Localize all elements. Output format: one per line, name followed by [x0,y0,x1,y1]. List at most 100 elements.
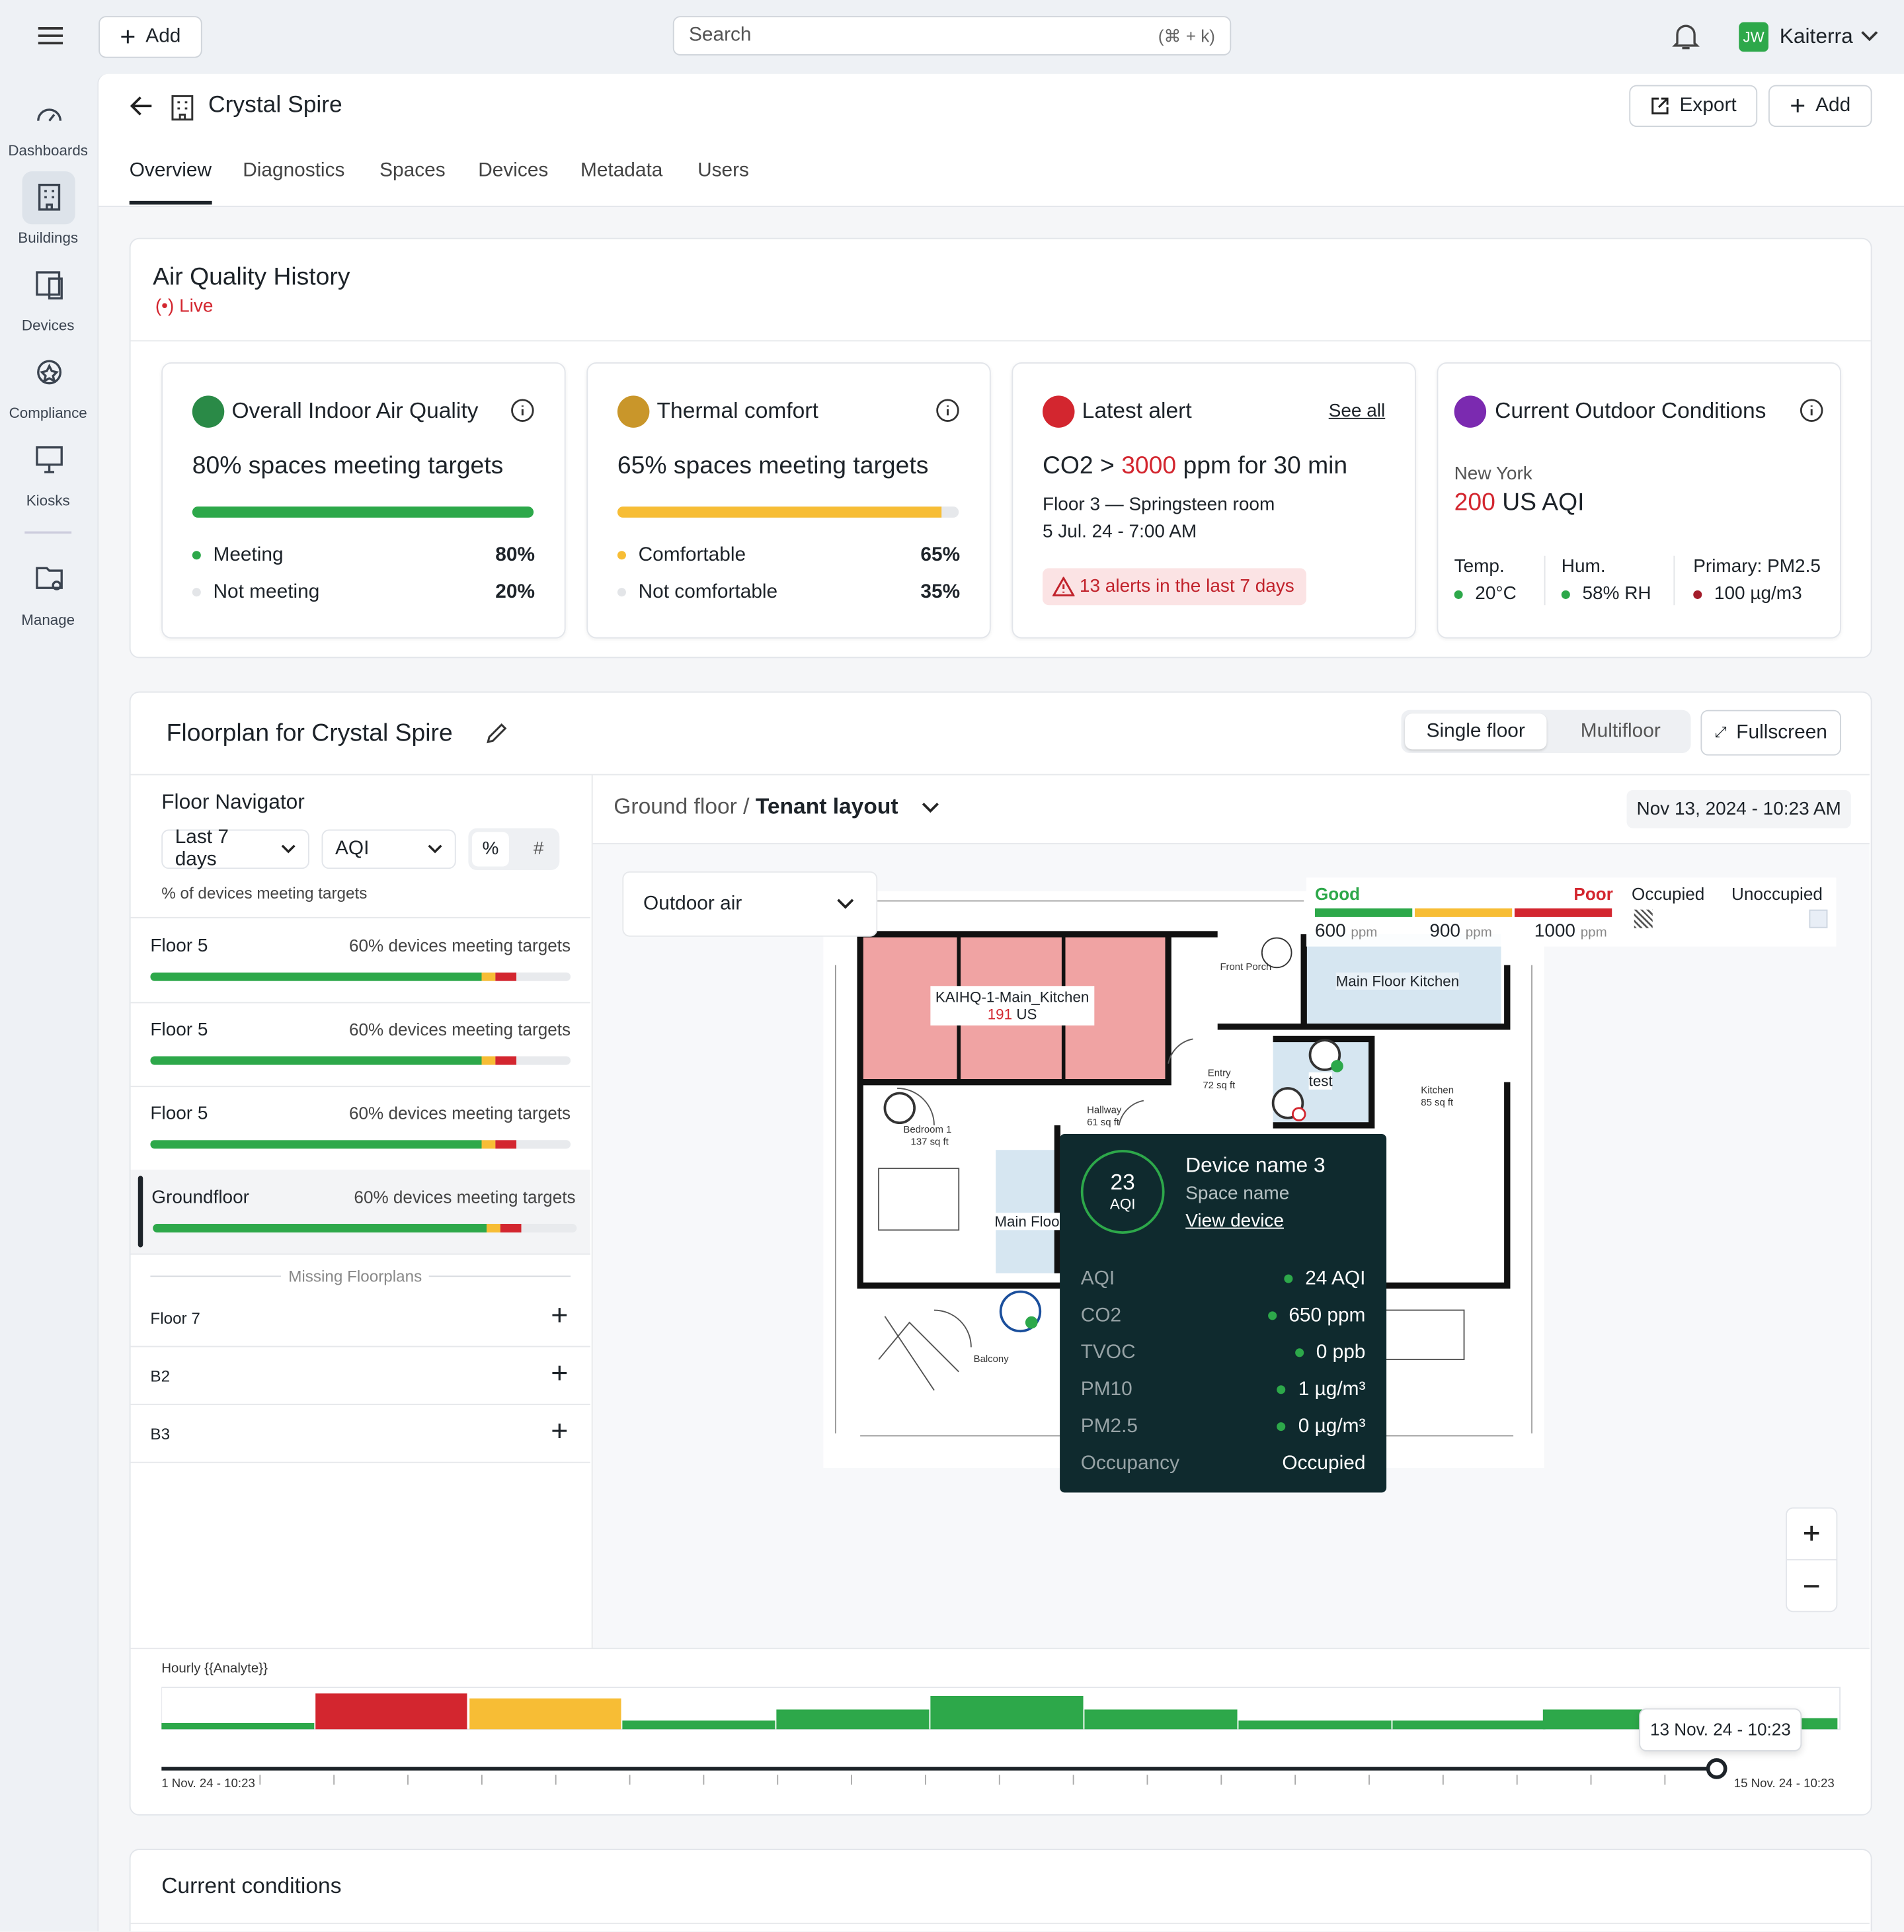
alert-value: 3000 [1121,452,1177,480]
see-all-link[interactable]: See all [1328,400,1386,422]
bell-icon[interactable] [1671,21,1701,53]
alert-badge: 13 alerts in the last 7 days [1043,568,1307,606]
export-button[interactable]: Export [1629,85,1758,128]
card-headline: 80% spaces meeting targets [192,452,504,480]
export-label: Export [1679,95,1737,116]
chevron [1861,31,1878,42]
element [282,844,296,854]
threshold: 600 ppm [1315,920,1377,942]
zoom-control [1786,1507,1838,1613]
element: + [120,20,136,52]
room-label: Bedroom 1 [903,1124,952,1135]
tab[interactable]: Spaces [379,160,446,182]
toggle-single[interactable]: Single floor [1405,713,1547,750]
element: ⤢ [1714,723,1727,741]
tooltip-value: 1 µg/m³ [1277,1379,1365,1402]
toggle-multi[interactable]: Multifloor [1580,721,1661,743]
header-add-label: Add [1815,95,1851,116]
overlay-label: Outdoor air [643,893,742,914]
building-title: Crystal Spire [208,92,342,118]
divider [1673,555,1675,606]
missing-row[interactable]: B3 + [130,1405,590,1463]
tab[interactable]: Devices [478,160,549,182]
add-floorplan: + [551,1299,569,1333]
nav-manage[interactable]: Manage [21,611,75,629]
outdoor-aqi: 200 US AQI [1454,489,1585,518]
occupied-swatch [1634,909,1653,928]
warning-icon [1052,577,1075,596]
threshold-value: 1000 [1534,920,1575,942]
room-label: Entry [1207,1067,1231,1079]
element [1693,590,1702,599]
room-label: Kitchen [1421,1084,1454,1096]
missing-row[interactable]: B2 + [130,1347,590,1406]
progress-track [617,506,959,518]
info-icon[interactable] [1800,398,1824,423]
fullscreen-button[interactable]: ⤢ Fullscreen [1700,709,1841,756]
range-select[interactable]: Last 7 days [161,827,309,870]
tooltip-key: TVOC [1080,1342,1136,1363]
search-box[interactable]: Search (⌘ + k) [672,16,1232,56]
header-add-button[interactable]: + Add [1768,85,1872,128]
tooltip-value: 650 ppm [1267,1305,1366,1328]
element [1267,1311,1277,1320]
view-header [592,776,1870,844]
bar-good [150,1140,495,1149]
search-placeholder: Search [689,24,752,46]
metric-select[interactable]: AQI [321,829,456,869]
element [1277,1385,1287,1394]
overlay-select[interactable]: Outdoor air [622,871,878,937]
legend-occupied: Occupied [1632,883,1705,904]
threshold-value: 600 [1314,920,1346,942]
floor-row[interactable]: Floor 5 60% devices meeting targets [130,916,590,1004]
floor-status: 60% devices meeting targets [348,1019,571,1039]
bar-poor [495,972,516,981]
layout-crumb[interactable]: Tenant layout [755,793,898,819]
breadcrumb: Ground floor / Tenant layout [614,793,898,819]
zoom-in[interactable] [1787,1509,1837,1559]
floor-row[interactable]: Floor 5 60% devices meeting targets [130,1002,590,1088]
bar-poor [495,1140,516,1149]
nav-compliance[interactable]: Compliance [9,404,87,422]
missing-row[interactable]: Floor 7 + [130,1289,590,1348]
nav-buildings[interactable]: Buildings [18,229,79,247]
nav-devices[interactable]: Devices [21,317,75,335]
tooltip-value-text: 1 µg/m³ [1298,1379,1366,1400]
add-button[interactable]: + Add [99,16,202,58]
element [617,551,626,560]
floor-bar [153,1224,577,1233]
row-label: Not meeting [213,581,320,603]
stat-label: Temp. [1454,555,1505,577]
stat-value: 100 µg/m3 [1693,583,1802,604]
stat-label: Primary: PM2.5 [1693,555,1821,577]
edit-icon[interactable] [485,722,508,745]
tooltip-aqi: 23 [1110,1170,1135,1195]
mode-percent[interactable]: % [471,832,509,867]
zoom-out[interactable] [1786,1559,1837,1611]
space-value: 191 [987,1006,1013,1024]
tab-underline [129,200,212,205]
floor-status: 60% devices meeting targets [354,1187,576,1207]
header-icons [130,95,194,121]
tooltip-link[interactable]: View device [1185,1210,1284,1232]
stat-text: 20°C [1475,583,1517,604]
tab[interactable]: Diagnostics [243,160,345,182]
mode-count[interactable]: # [533,838,544,860]
nav-dashboards[interactable]: Dashboards [8,141,89,159]
info-icon[interactable] [935,398,960,423]
tooltip-value-text: 650 ppm [1289,1305,1366,1326]
element [1561,590,1570,599]
element: Not meeting 20% [192,582,535,604]
floor-row-active[interactable]: Groundfloor 60% devices meeting targets [130,1170,590,1255]
menu-icon[interactable] [37,24,64,47]
tab[interactable]: Overview [129,160,212,182]
floor-row[interactable]: Floor 5 60% devices meeting targets [130,1086,590,1171]
tab[interactable]: Metadata [580,160,663,182]
info-icon[interactable] [510,398,535,423]
tooltip-name: Device name 3 [1185,1153,1326,1178]
bar-good [150,1056,495,1065]
nav-kiosks[interactable]: Kiosks [26,491,70,509]
threshold-value: 900 [1429,920,1460,942]
tab[interactable]: Users [697,160,749,182]
org-name[interactable]: Kaiterra [1779,24,1853,48]
